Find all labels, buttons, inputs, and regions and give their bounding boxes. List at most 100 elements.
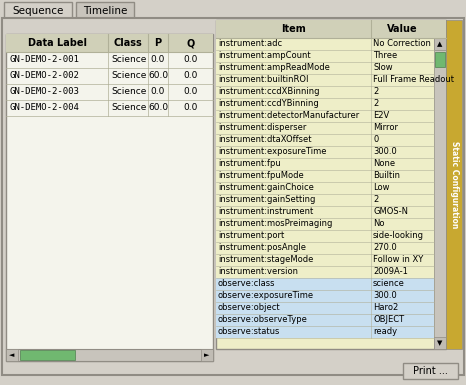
Text: 270.0: 270.0 [373, 243, 397, 253]
Text: instrument:ampReadMode: instrument:ampReadMode [218, 64, 330, 72]
Bar [435, 52, 445, 67]
Text: instrument:version: instrument:version [218, 268, 298, 276]
Text: instrument:detectorManufacturer: instrument:detectorManufacturer [218, 112, 359, 121]
Text: Science: Science [111, 55, 146, 65]
Text: instrument:ccdXBinning: instrument:ccdXBinning [218, 87, 320, 97]
Text: instrument:dtaXOffset: instrument:dtaXOffset [218, 136, 311, 144]
Bar [216, 74, 434, 86]
Text: 2009A-1: 2009A-1 [373, 268, 408, 276]
Bar [216, 134, 434, 146]
Text: GN-DEMO-2-003: GN-DEMO-2-003 [9, 87, 79, 97]
Bar [216, 62, 434, 74]
Bar [216, 254, 434, 266]
Text: 0.0: 0.0 [183, 72, 198, 80]
Bar [216, 38, 434, 50]
Text: GMOS-N: GMOS-N [373, 208, 408, 216]
Text: 0.0: 0.0 [183, 104, 198, 112]
Bar [216, 86, 434, 98]
Text: side-looking: side-looking [373, 231, 424, 241]
Text: Value: Value [387, 24, 418, 34]
Text: Timeline: Timeline [83, 6, 127, 16]
Bar [216, 290, 434, 302]
Text: Haro2: Haro2 [373, 303, 398, 313]
Text: GN-DEMO-2-001: GN-DEMO-2-001 [9, 55, 79, 65]
Bar [76, 2, 134, 20]
Bar [216, 20, 446, 349]
Text: 2: 2 [373, 87, 378, 97]
Text: instrument:ampCount: instrument:ampCount [218, 52, 311, 60]
Bar [434, 337, 446, 349]
Text: Science: Science [111, 72, 146, 80]
Text: Mirror: Mirror [373, 124, 398, 132]
Text: None: None [373, 159, 395, 169]
Bar [216, 278, 434, 290]
Text: ◄: ◄ [9, 352, 15, 358]
Text: instrument:fpu: instrument:fpu [218, 159, 281, 169]
Text: Q: Q [186, 38, 195, 48]
Text: science: science [373, 280, 405, 288]
Bar [216, 230, 434, 242]
Text: observe:status: observe:status [218, 328, 281, 336]
Bar [216, 158, 434, 170]
Bar [403, 363, 458, 379]
Bar [216, 302, 434, 314]
Text: OBJECT: OBJECT [373, 315, 404, 325]
Bar [6, 349, 18, 361]
Text: instrument:mosPreimaging: instrument:mosPreimaging [218, 219, 332, 229]
Text: No: No [373, 219, 384, 229]
Text: Static Configuration: Static Configuration [450, 141, 459, 228]
Bar [216, 242, 434, 254]
Text: observe:exposureTime: observe:exposureTime [218, 291, 314, 301]
Bar [216, 170, 434, 182]
Text: P: P [154, 38, 162, 48]
Bar [216, 314, 434, 326]
Text: Item: Item [281, 24, 306, 34]
Text: 0.0: 0.0 [183, 55, 198, 65]
Text: ready: ready [373, 328, 397, 336]
Text: Print ...: Print ... [413, 366, 448, 376]
Text: Follow in XY: Follow in XY [373, 256, 423, 264]
Text: No Correction: No Correction [373, 40, 431, 49]
Bar [20, 350, 75, 360]
Text: instrument:exposureTime: instrument:exposureTime [218, 147, 327, 156]
Text: 2: 2 [373, 196, 378, 204]
Bar [434, 38, 446, 50]
Text: instrument:adc: instrument:adc [218, 40, 282, 49]
Text: instrument:fpuMode: instrument:fpuMode [218, 171, 304, 181]
Bar [216, 98, 434, 110]
Text: Sequence: Sequence [12, 6, 64, 16]
Text: 60.0: 60.0 [148, 72, 168, 80]
Bar [216, 146, 434, 158]
Text: observe:object: observe:object [218, 303, 281, 313]
Bar [216, 122, 434, 134]
Text: instrument:posAngle: instrument:posAngle [218, 243, 306, 253]
Bar [216, 182, 434, 194]
Text: 0: 0 [373, 136, 378, 144]
Text: 0.0: 0.0 [183, 87, 198, 97]
Text: observe:observeType: observe:observeType [218, 315, 308, 325]
Bar [4, 2, 72, 20]
Bar [446, 20, 462, 349]
Text: observe:class: observe:class [218, 280, 275, 288]
Text: instrument:disperser: instrument:disperser [218, 124, 306, 132]
Text: 2: 2 [373, 99, 378, 109]
Text: instrument:gainChoice: instrument:gainChoice [218, 184, 314, 192]
Text: 300.0: 300.0 [373, 291, 397, 301]
Text: Low: Low [373, 184, 390, 192]
Text: Three: Three [373, 52, 397, 60]
Bar [216, 194, 434, 206]
Bar [6, 34, 213, 361]
Bar [216, 326, 434, 338]
Text: Science: Science [111, 104, 146, 112]
Text: GN-DEMO-2-002: GN-DEMO-2-002 [9, 72, 79, 80]
Text: ▼: ▼ [437, 340, 443, 346]
Bar [216, 206, 434, 218]
Bar [216, 110, 434, 122]
Bar [434, 38, 446, 349]
Text: Builtin: Builtin [373, 171, 400, 181]
Bar [216, 218, 434, 230]
Text: 300.0: 300.0 [373, 147, 397, 156]
Text: Full Frame Readout: Full Frame Readout [373, 75, 454, 84]
Text: Data Label: Data Label [27, 38, 87, 48]
Text: instrument:stageMode: instrument:stageMode [218, 256, 313, 264]
